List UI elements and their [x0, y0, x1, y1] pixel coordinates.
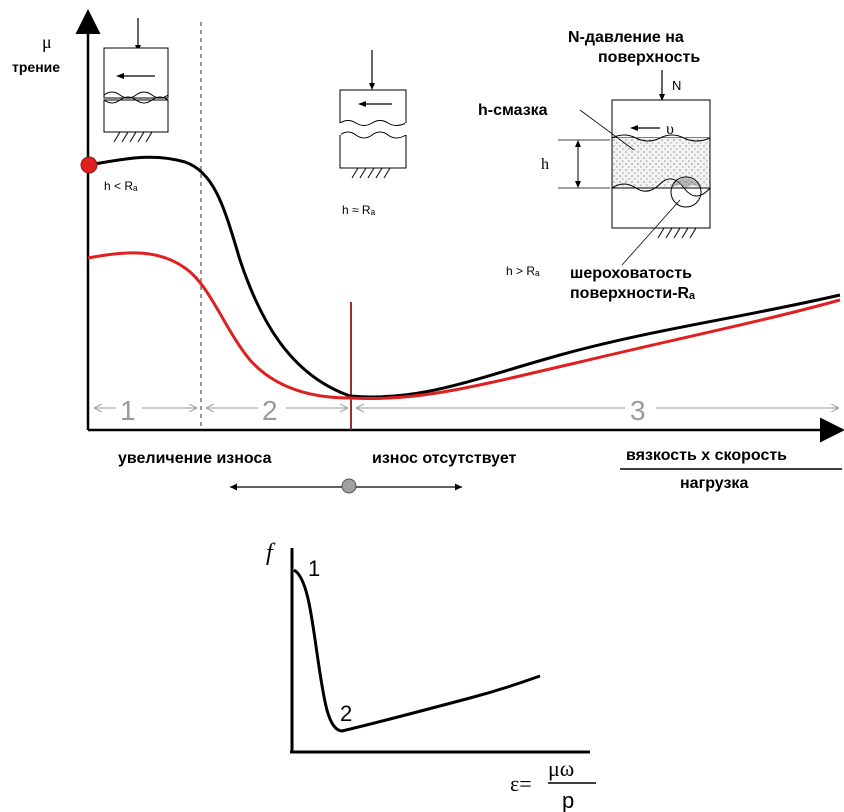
- wear-increase-label: увеличение износа: [118, 450, 272, 467]
- x-axis-denominator: нагрузка: [680, 475, 748, 492]
- thickness-symbol: h: [541, 156, 549, 173]
- inset2-label: h ≈ Rₐ: [342, 203, 376, 217]
- y-axis-symbol: μ: [42, 32, 52, 52]
- bottom-friction-curve: [293, 568, 541, 733]
- pressure-label-line1: N-давление на: [568, 29, 684, 46]
- region-indicators: 1 2 3: [95, 395, 838, 426]
- roughness-label-line1: шероховатость: [570, 265, 692, 282]
- bottom-chart: f 1 2 ε= μω p: [266, 540, 596, 812]
- velocity-symbol: υ: [666, 121, 674, 138]
- lubricant-label: h-смазка: [478, 102, 548, 119]
- roughness-label-line2: поверхности-Rₐ: [570, 285, 695, 302]
- bottom-x-axis-prefix: ε=: [510, 771, 532, 796]
- y-axis-label: трение: [12, 59, 60, 75]
- condition-label: h > Rₐ: [506, 264, 540, 278]
- region-3-label: 3: [630, 395, 646, 426]
- pressure-label-line2: поверхность: [598, 49, 700, 66]
- roughness-circle: [670, 176, 702, 208]
- black-friction-curve: [87, 155, 841, 399]
- inset-boundary-lubrication: h < Rₐ: [103, 18, 169, 193]
- slider-ball: [341, 478, 357, 494]
- red-friction-curve: [87, 251, 841, 401]
- inset-hydrodynamic-lubrication: N-давление на поверхность N υ: [478, 29, 711, 302]
- point-1-label: 1: [308, 556, 320, 581]
- regime-slider: [230, 478, 462, 494]
- force-symbol: N: [672, 78, 681, 93]
- lubricant-layer: [612, 138, 710, 188]
- bottom-x-axis-numerator: μω: [548, 756, 574, 781]
- bottom-y-axis-symbol: f: [266, 540, 276, 566]
- region-1-label: 1: [120, 395, 136, 426]
- region-2-label: 2: [262, 395, 278, 426]
- inset1-label: h < Rₐ: [104, 179, 138, 193]
- bottom-x-axis-denominator: p: [562, 788, 574, 812]
- no-wear-label: износ отсутствует: [372, 450, 517, 467]
- point-2-label: 2: [340, 701, 352, 726]
- x-axis-numerator: вязкость x скорость: [626, 447, 787, 464]
- top-chart: μ трение 1 2 3 вязкость x скорость нагру…: [12, 9, 844, 494]
- start-point-marker: [80, 156, 98, 174]
- inset-mixed-lubrication: h ≈ Rₐ: [339, 50, 407, 217]
